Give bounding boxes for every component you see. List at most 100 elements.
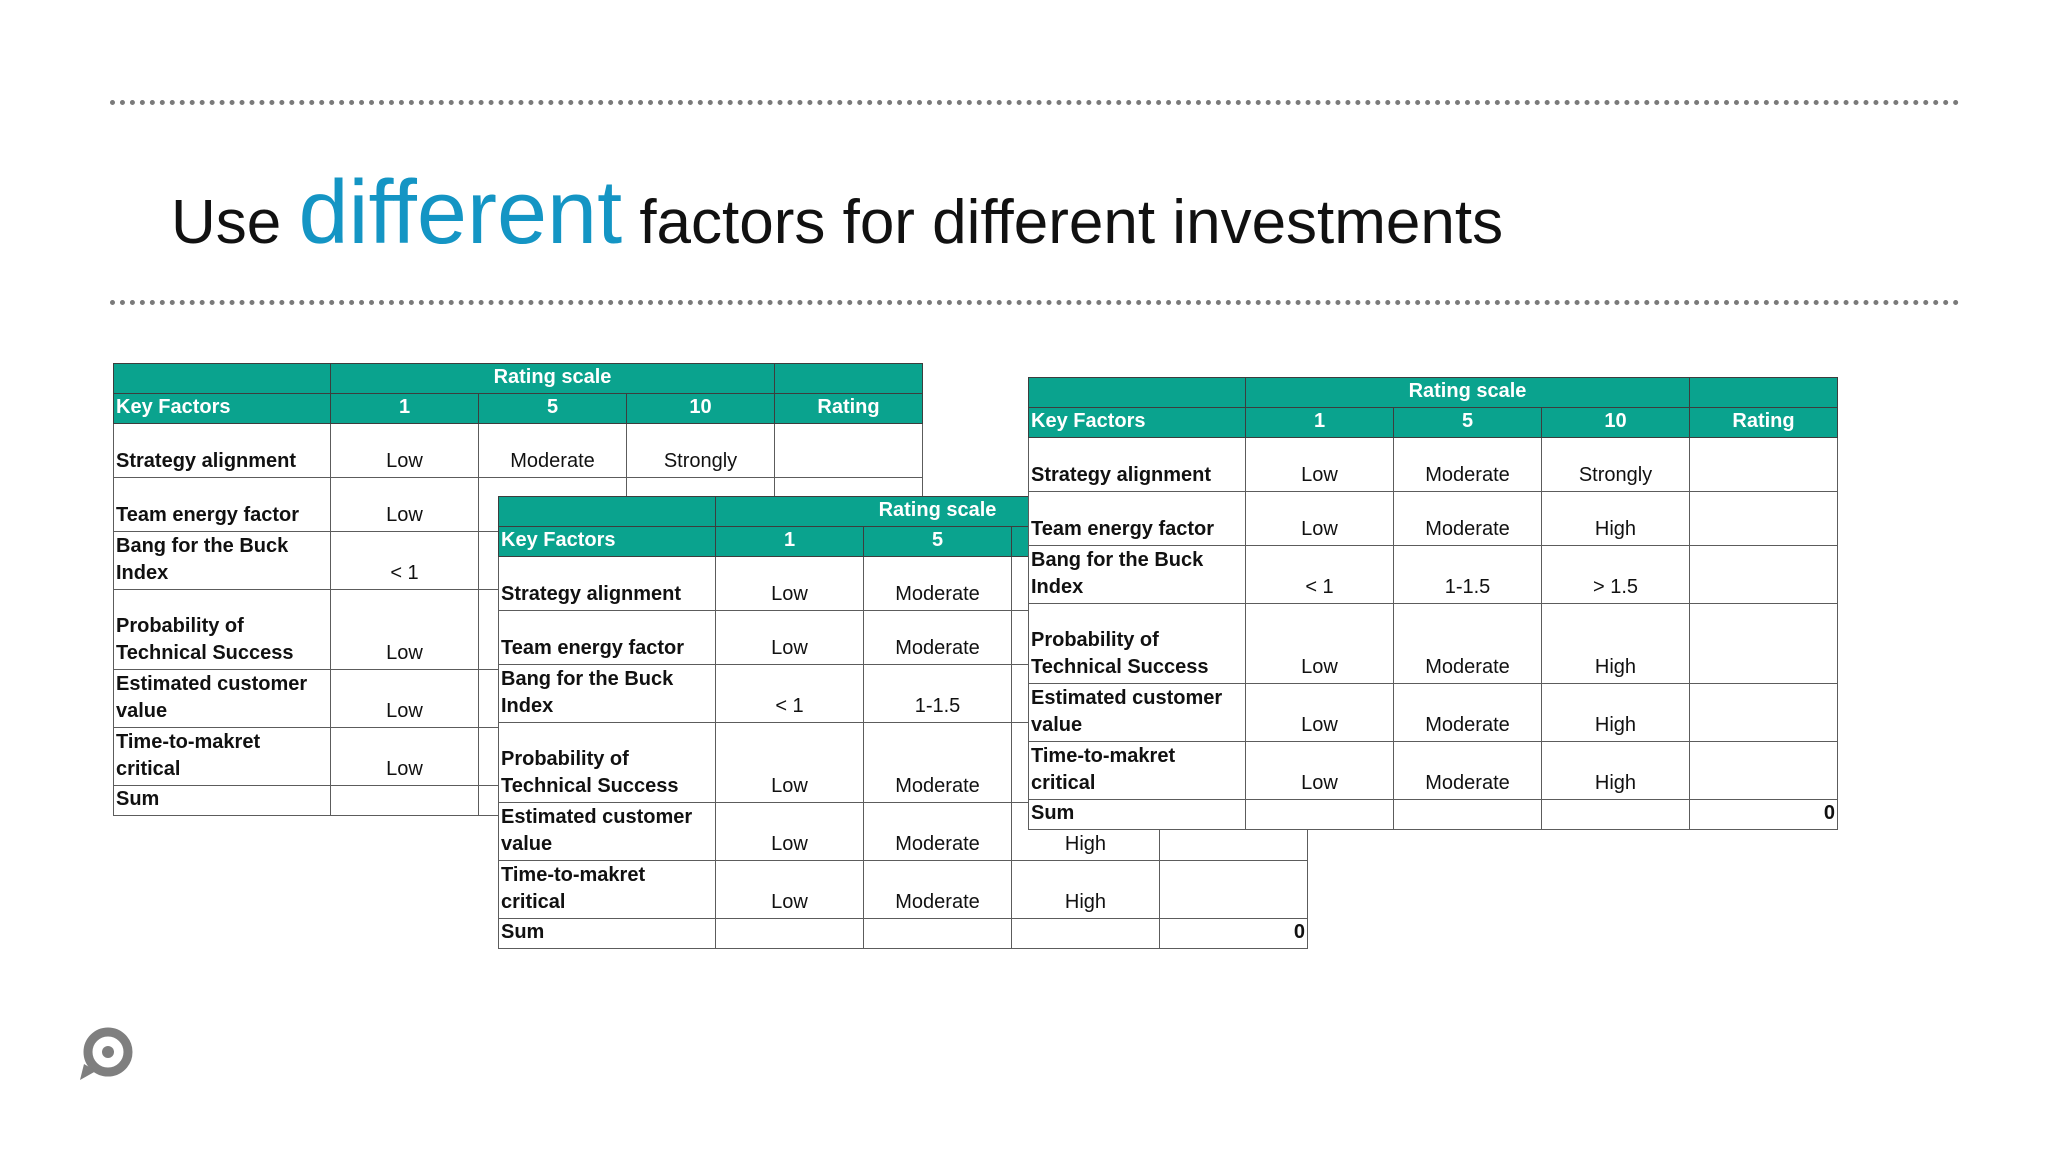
table-row: Team energy factor Low Moderate High xyxy=(1028,491,1838,546)
factor-cell: Team energy factor xyxy=(498,610,716,665)
sum-empty-cell xyxy=(863,918,1012,949)
value-cell-10: Strongly xyxy=(1541,437,1690,492)
value-cell-1: Low xyxy=(715,722,864,803)
value-cell-10: High xyxy=(1541,491,1690,546)
value-cell-5: Moderate xyxy=(1393,437,1542,492)
factor-cell: Probability of Technical Success xyxy=(113,589,331,670)
rating-cell xyxy=(1689,603,1838,684)
value-cell-1: Low xyxy=(1245,683,1394,742)
value-cell-1: Low xyxy=(715,860,864,919)
factor-cell: Time-to-makret critical xyxy=(113,727,331,786)
sum-label: Sum xyxy=(113,785,331,816)
sum-row: Sum 0 xyxy=(498,918,1308,949)
factor-cell: Bang for the Buck Index xyxy=(1028,545,1246,604)
header-blank xyxy=(113,363,331,394)
sum-label: Sum xyxy=(498,918,716,949)
value-cell-1: Low xyxy=(1245,741,1394,800)
table-row: Time-to-makret critical Low Moderate Hig… xyxy=(1028,741,1838,800)
rating-cell xyxy=(1689,741,1838,800)
value-cell-5: Moderate xyxy=(863,860,1012,919)
dotted-divider-bottom xyxy=(110,300,1960,305)
header-rating-scale: Rating scale xyxy=(330,363,775,394)
sum-empty-cell xyxy=(715,918,864,949)
header-rating: Rating xyxy=(1689,407,1838,438)
value-cell-10: High xyxy=(1541,683,1690,742)
header-col-5: 5 xyxy=(478,393,627,424)
header-blank xyxy=(1689,377,1838,408)
value-cell-1: Low xyxy=(1245,603,1394,684)
value-cell-5: Moderate xyxy=(863,610,1012,665)
value-cell-5: Moderate xyxy=(863,802,1012,861)
value-cell-5: Moderate xyxy=(863,556,1012,611)
factor-cell: Estimated customer value xyxy=(113,669,331,728)
header-blank xyxy=(774,363,923,394)
value-cell-5: Moderate xyxy=(1393,741,1542,800)
header-col-5: 5 xyxy=(863,526,1012,557)
header-blank xyxy=(1028,377,1246,408)
header-key-factors: Key Factors xyxy=(498,526,716,557)
value-cell-5: Moderate xyxy=(1393,491,1542,546)
header-col-10: 10 xyxy=(1541,407,1690,438)
value-cell-5: Moderate xyxy=(1393,683,1542,742)
sum-empty-cell xyxy=(1393,799,1542,830)
value-cell-10: Strongly xyxy=(626,423,775,478)
dotted-divider-top xyxy=(110,100,1960,105)
value-cell-1: Low xyxy=(330,589,479,670)
header-col-1: 1 xyxy=(1245,407,1394,438)
sum-empty-cell xyxy=(1245,799,1394,830)
value-cell-10: > 1.5 xyxy=(1541,545,1690,604)
factor-cell: Team energy factor xyxy=(1028,491,1246,546)
sum-empty-cell xyxy=(1541,799,1690,830)
factor-cell: Bang for the Buck Index xyxy=(113,531,331,590)
value-cell-5: Moderate xyxy=(863,722,1012,803)
sum-value: 0 xyxy=(1159,918,1308,949)
value-cell-5: Moderate xyxy=(478,423,627,478)
rating-cell xyxy=(1689,545,1838,604)
header-rating: Rating xyxy=(774,393,923,424)
value-cell-5: Moderate xyxy=(1393,603,1542,684)
value-cell-1: Low xyxy=(715,610,864,665)
value-cell-1: Low xyxy=(1245,491,1394,546)
header-blank xyxy=(498,496,716,527)
value-cell-1: Low xyxy=(1245,437,1394,492)
factor-cell: Team energy factor xyxy=(113,477,331,532)
table-row: Probability of Technical Success Low Mod… xyxy=(1028,603,1838,684)
rating-cell xyxy=(1689,437,1838,492)
factor-cell: Estimated customer value xyxy=(1028,683,1246,742)
value-cell-1: < 1 xyxy=(715,664,864,723)
table-row: Strategy alignment Low Moderate Strongly xyxy=(1028,437,1838,492)
sum-value: 0 xyxy=(1689,799,1838,830)
value-cell-10: High xyxy=(1011,860,1160,919)
factor-cell: Time-to-makret critical xyxy=(498,860,716,919)
table-row: Strategy alignment Low Moderate Strongly xyxy=(113,423,923,478)
sum-empty-cell xyxy=(1011,918,1160,949)
factor-cell: Strategy alignment xyxy=(113,423,331,478)
header-col-1: 1 xyxy=(330,393,479,424)
header-key-factors: Key Factors xyxy=(1028,407,1246,438)
value-cell-1: Low xyxy=(330,477,479,532)
header-col-5: 5 xyxy=(1393,407,1542,438)
value-cell-10: High xyxy=(1541,603,1690,684)
factor-cell: Probability of Technical Success xyxy=(1028,603,1246,684)
value-cell-10: High xyxy=(1541,741,1690,800)
factor-cell: Strategy alignment xyxy=(498,556,716,611)
factor-cell: Time-to-makret critical xyxy=(1028,741,1246,800)
title-accent: different xyxy=(298,163,623,263)
value-cell-1: Low xyxy=(330,423,479,478)
title-before: Use xyxy=(171,188,282,257)
sum-label: Sum xyxy=(1028,799,1246,830)
rating-cell xyxy=(1689,491,1838,546)
factor-cell: Strategy alignment xyxy=(1028,437,1246,492)
sum-row: Sum 0 xyxy=(1028,799,1838,830)
value-cell-5: 1-1.5 xyxy=(863,664,1012,723)
slide-title: Use different factors for different inve… xyxy=(171,168,1503,258)
factor-cell: Bang for the Buck Index xyxy=(498,664,716,723)
title-after: factors for different investments xyxy=(639,188,1504,257)
header-key-factors: Key Factors xyxy=(113,393,331,424)
sum-empty-cell xyxy=(330,785,479,816)
header-col-1: 1 xyxy=(715,526,864,557)
value-cell-1: < 1 xyxy=(330,531,479,590)
value-cell-1: Low xyxy=(330,669,479,728)
value-cell-1: Low xyxy=(715,802,864,861)
rating-cell xyxy=(1689,683,1838,742)
